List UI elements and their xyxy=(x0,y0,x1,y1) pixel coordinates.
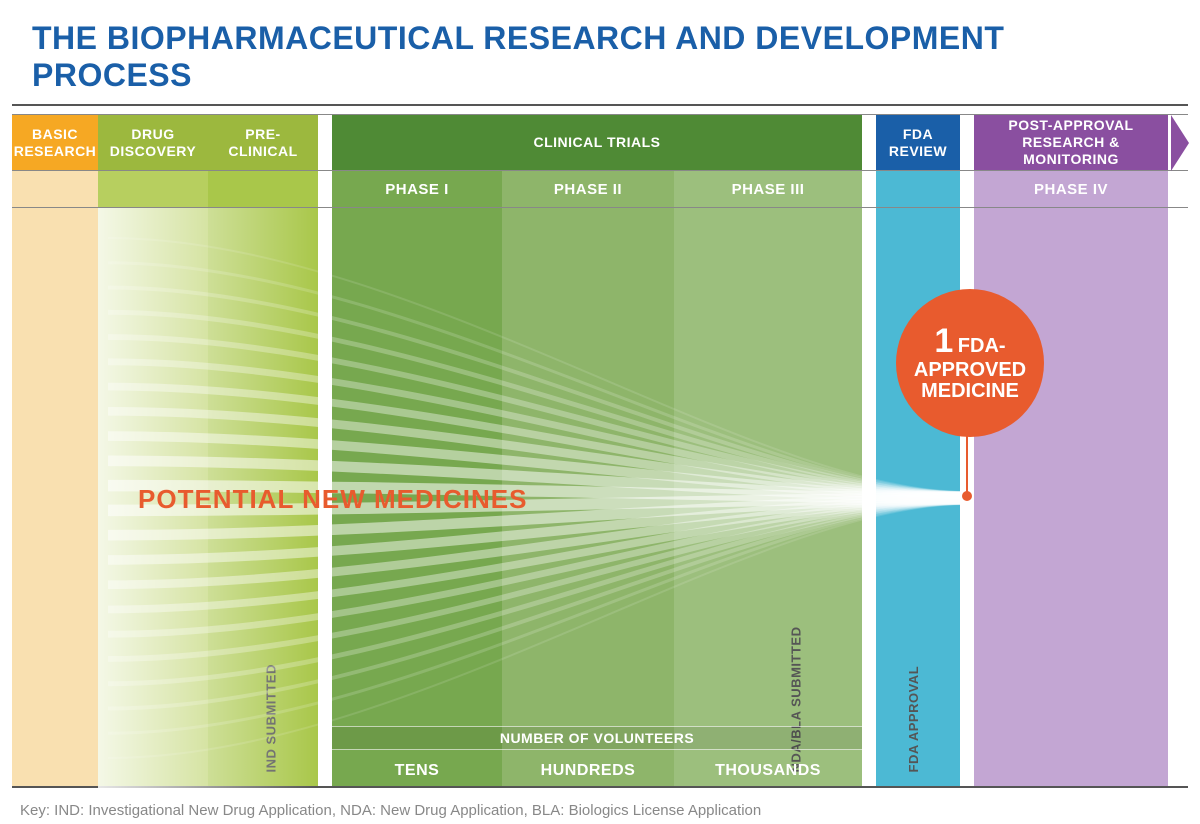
stage-header-discovery: DRUGDISCOVERY xyxy=(98,115,208,170)
stage-header-preclin: PRE-CLINICAL xyxy=(208,115,318,170)
phase-label: PHASE I xyxy=(332,171,502,207)
volunteers-row: TENSHUNDREDSTHOUSANDS xyxy=(332,762,862,780)
volunteer-count: THOUSANDS xyxy=(674,762,862,780)
diagram-body: IND SUBMITTED NDA/BLA SUBMITTED FDA APPROV… xyxy=(12,208,1188,788)
approval-badge: 1 FDA-APPROVEDMEDICINE xyxy=(896,289,1044,437)
milestone-label: IND SUBMITTED xyxy=(263,664,278,772)
volunteer-count: HUNDREDS xyxy=(502,762,674,780)
volunteers-header: NUMBER OF VOLUNTEERS xyxy=(332,726,862,750)
stage-header-clinical: CLINICAL TRIALS xyxy=(332,115,862,170)
volunteer-count: TENS xyxy=(332,762,502,780)
milestone-label: FDA APPROVAL xyxy=(906,666,921,773)
phase-row: PHASE IPHASE IIPHASE III PHASE IV xyxy=(12,170,1188,208)
milestone-label: NDA/BLA SUBMITTED xyxy=(789,627,804,773)
stage-header-row: BASICRESEARCHDRUGDISCOVERYPRE-CLINICAL CL… xyxy=(12,114,1188,170)
key-legend: Key: IND: Investigational New Drug Appli… xyxy=(20,802,1180,819)
page-title: THE BIOPHARMACEUTICAL RESEARCH AND DEVEL… xyxy=(12,0,1188,106)
phase-label: PHASE IV xyxy=(974,171,1168,207)
stage-header-basic: BASICRESEARCH xyxy=(12,115,98,170)
phase-label: PHASE III xyxy=(674,171,862,207)
funnel-label: POTENTIAL NEW MEDICINES xyxy=(138,484,527,515)
stage-header-fda: FDAREVIEW xyxy=(876,115,960,170)
stage-header-post: POST-APPROVALRESEARCH &MONITORING xyxy=(974,115,1168,170)
phase-label: PHASE II xyxy=(502,171,674,207)
